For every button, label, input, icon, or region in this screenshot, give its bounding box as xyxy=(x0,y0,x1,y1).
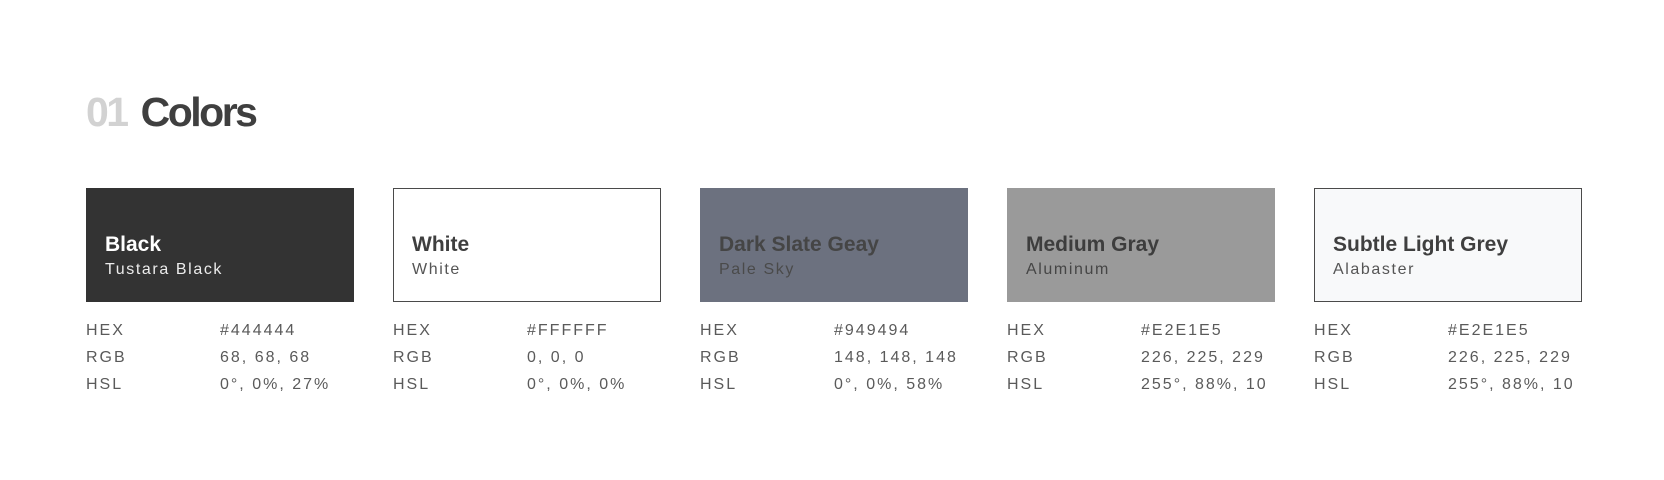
hsl-value: 255°, 88%, 10 xyxy=(1448,376,1575,393)
hsl-row: HSL 0°, 0%, 27% xyxy=(86,371,354,398)
color-swatch: Dark Slate Geay Pale Sky xyxy=(700,188,968,302)
section-title: 01 Colors xyxy=(86,84,258,140)
hsl-row: HSL 0°, 0%, 0% xyxy=(393,371,661,398)
page-title: Colors xyxy=(140,89,258,135)
color-alias: White xyxy=(412,261,461,278)
hex-value: #444444 xyxy=(220,322,297,339)
color-swatch: White White xyxy=(393,188,661,302)
hex-row: HEX #E2E1E5 xyxy=(1007,317,1275,344)
color-swatch-list: Black Tustara Black HEX #444444 RGB 68, … xyxy=(86,188,1582,398)
rgb-row: RGB 226, 225, 229 xyxy=(1314,344,1582,371)
rgb-value: 148, 148, 148 xyxy=(834,349,958,366)
rgb-label: RGB xyxy=(1007,349,1048,366)
color-card-medium-gray: Medium Gray Aluminum HEX #E2E1E5 RGB 226… xyxy=(1007,188,1275,398)
hex-row: HEX #949494 xyxy=(700,317,968,344)
hex-row: HEX #E2E1E5 xyxy=(1314,317,1582,344)
hex-row: HEX #444444 xyxy=(86,317,354,344)
hex-value: #E2E1E5 xyxy=(1448,322,1530,339)
rgb-label: RGB xyxy=(1314,349,1355,366)
color-swatch: Subtle Light Grey Alabaster xyxy=(1314,188,1582,302)
hsl-label: HSL xyxy=(1314,376,1352,393)
hex-label: HEX xyxy=(700,322,739,339)
rgb-row: RGB 68, 68, 68 xyxy=(86,344,354,371)
hsl-label: HSL xyxy=(1007,376,1045,393)
hsl-value: 0°, 0%, 27% xyxy=(220,376,331,393)
color-name: Dark Slate Geay xyxy=(719,233,879,256)
hsl-label: HSL xyxy=(700,376,738,393)
rgb-value: 226, 225, 229 xyxy=(1448,349,1572,366)
rgb-label: RGB xyxy=(393,349,434,366)
hsl-label: HSL xyxy=(393,376,431,393)
color-swatch: Medium Gray Aluminum xyxy=(1007,188,1275,302)
color-values: HEX #FFFFFF RGB 0, 0, 0 HSL 0°, 0%, 0% xyxy=(393,317,661,398)
hex-value: #949494 xyxy=(834,322,911,339)
color-alias: Alabaster xyxy=(1333,261,1415,278)
color-name: Medium Gray xyxy=(1026,233,1160,256)
color-values: HEX #E2E1E5 RGB 226, 225, 229 HSL 255°, … xyxy=(1007,317,1275,398)
color-alias: Aluminum xyxy=(1026,261,1110,278)
color-values: HEX #444444 RGB 68, 68, 68 HSL 0°, 0%, 2… xyxy=(86,317,354,398)
hsl-value: 0°, 0%, 58% xyxy=(834,376,945,393)
color-alias: Pale Sky xyxy=(719,261,795,278)
color-swatch: Black Tustara Black xyxy=(86,188,354,302)
color-card-dark-slate: Dark Slate Geay Pale Sky HEX #949494 RGB… xyxy=(700,188,968,398)
color-alias: Tustara Black xyxy=(105,261,224,278)
section-number: 01 xyxy=(86,89,129,135)
rgb-row: RGB 148, 148, 148 xyxy=(700,344,968,371)
color-card-subtle-light-grey: Subtle Light Grey Alabaster HEX #E2E1E5 … xyxy=(1314,188,1582,398)
hex-value: #E2E1E5 xyxy=(1141,322,1223,339)
color-name: Subtle Light Grey xyxy=(1333,233,1509,256)
rgb-row: RGB 226, 225, 229 xyxy=(1007,344,1275,371)
hex-label: HEX xyxy=(86,322,125,339)
hsl-label: HSL xyxy=(86,376,124,393)
hsl-value: 255°, 88%, 10 xyxy=(1141,376,1268,393)
color-values: HEX #949494 RGB 148, 148, 148 HSL 0°, 0%… xyxy=(700,317,968,398)
color-name: Black xyxy=(105,233,162,256)
color-name: White xyxy=(412,233,470,256)
rgb-value: 226, 225, 229 xyxy=(1141,349,1265,366)
hex-value: #FFFFFF xyxy=(527,322,609,339)
rgb-row: RGB 0, 0, 0 xyxy=(393,344,661,371)
color-card-black: Black Tustara Black HEX #444444 RGB 68, … xyxy=(86,188,354,398)
hex-label: HEX xyxy=(1314,322,1353,339)
rgb-value: 0, 0, 0 xyxy=(527,349,586,366)
hex-label: HEX xyxy=(393,322,432,339)
hsl-row: HSL 255°, 88%, 10 xyxy=(1314,371,1582,398)
hsl-row: HSL 0°, 0%, 58% xyxy=(700,371,968,398)
rgb-label: RGB xyxy=(700,349,741,366)
color-values: HEX #E2E1E5 RGB 226, 225, 229 HSL 255°, … xyxy=(1314,317,1582,398)
rgb-value: 68, 68, 68 xyxy=(220,349,312,366)
hsl-value: 0°, 0%, 0% xyxy=(527,376,627,393)
hsl-row: HSL 255°, 88%, 10 xyxy=(1007,371,1275,398)
hex-label: HEX xyxy=(1007,322,1046,339)
rgb-label: RGB xyxy=(86,349,127,366)
hex-row: HEX #FFFFFF xyxy=(393,317,661,344)
color-card-white: White White HEX #FFFFFF RGB 0, 0, 0 HSL … xyxy=(393,188,661,398)
